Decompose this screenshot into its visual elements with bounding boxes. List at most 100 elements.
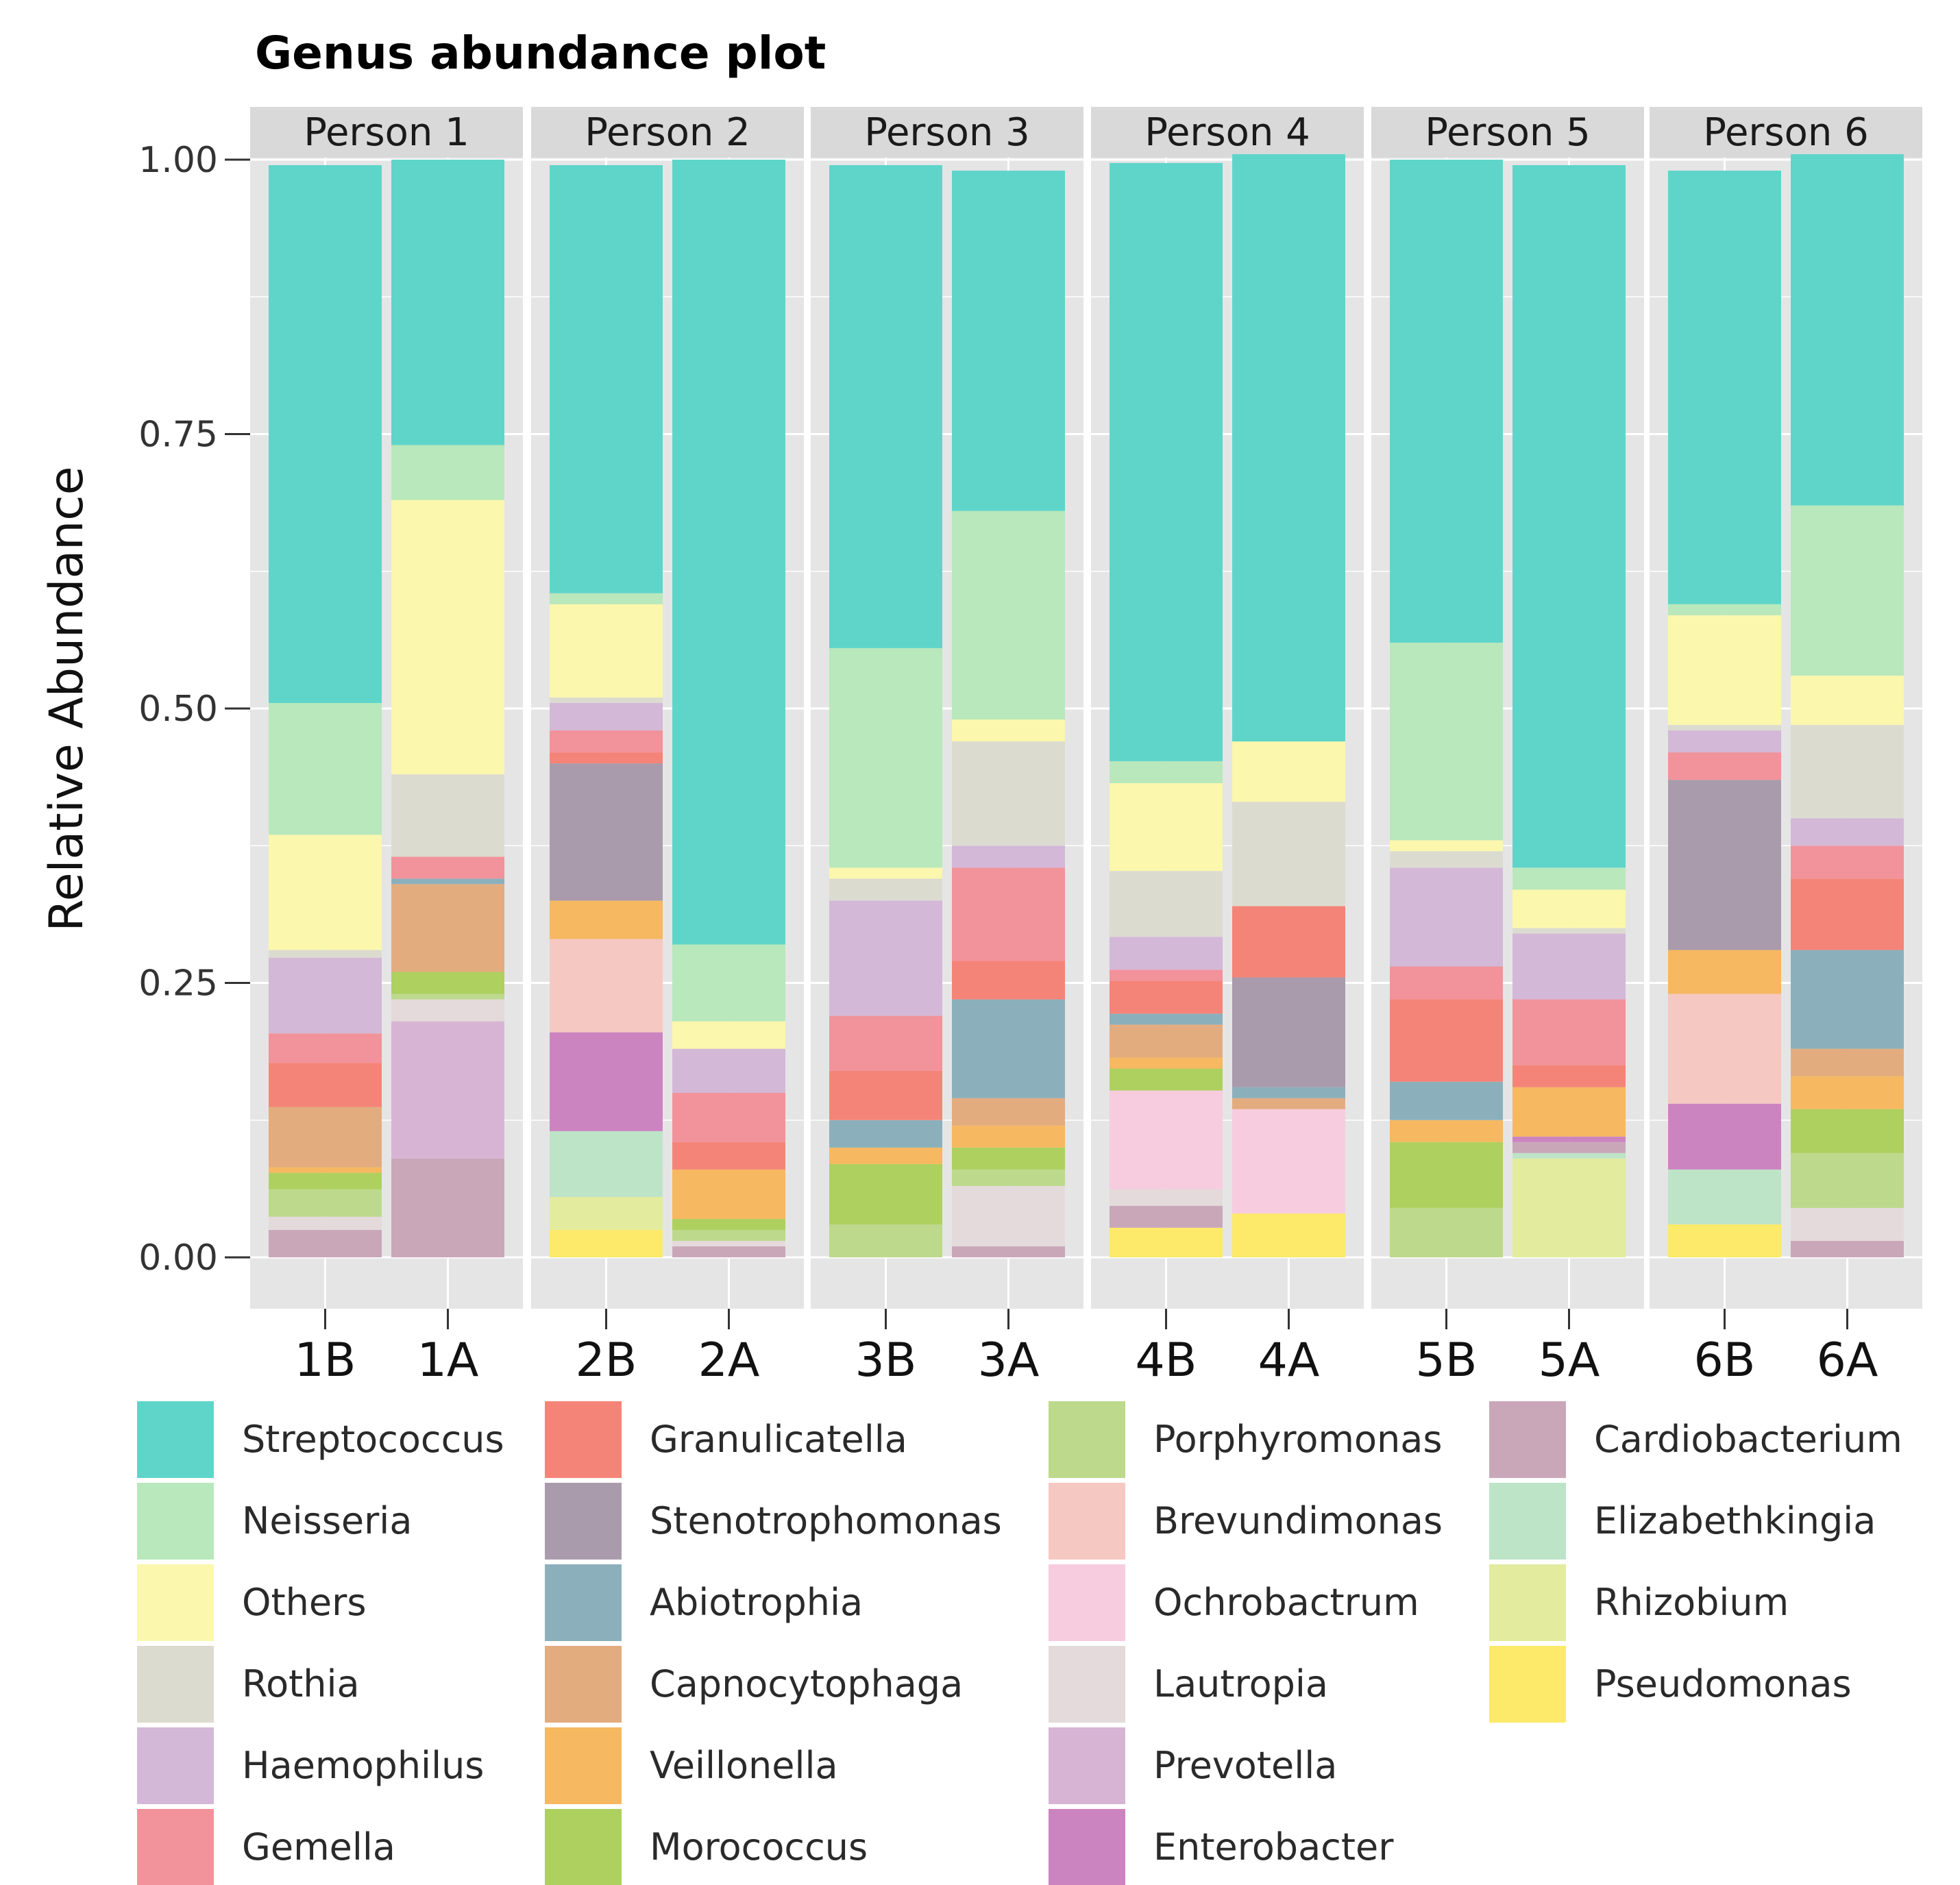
- legend-swatch: [137, 1564, 214, 1641]
- bar-segment-neisseria: [269, 702, 382, 835]
- facet-panel: Person 3 3B 3A: [811, 107, 1083, 1388]
- bar-segment-others: [1390, 840, 1503, 852]
- legend-label: Neisseria: [242, 1499, 412, 1542]
- legend-swatch: [545, 1483, 622, 1560]
- legend-label: Stenotrophomonas: [650, 1499, 1002, 1542]
- legend-label: Enterobacter: [1153, 1825, 1394, 1869]
- bar-segment-neisseria: [550, 593, 663, 604]
- legend-label: Elizabethkingia: [1594, 1499, 1876, 1542]
- legend-item: Brevundimonas: [1049, 1483, 1443, 1560]
- stacked-bar: [829, 165, 942, 1257]
- x-tick-label: 2A: [698, 1333, 760, 1388]
- bar-segment-cardiobacterium: [1791, 1240, 1904, 1257]
- bar-segment-granulicatella: [672, 1142, 785, 1170]
- legend-swatch: [137, 1809, 214, 1885]
- bar-segment-pseudomonas: [550, 1229, 663, 1257]
- x-tick-label: 6B: [1694, 1333, 1756, 1388]
- legend-swatch: [137, 1401, 214, 1478]
- legend-item: Gemella: [137, 1809, 395, 1885]
- bar-segment-granulicatella: [550, 752, 663, 764]
- bar-segment-morococcus: [1390, 1142, 1503, 1208]
- bar-segment-streptococcus: [1232, 153, 1345, 742]
- bar-segment-others: [829, 867, 942, 879]
- legend-item: Stenotrophomonas: [545, 1483, 1002, 1560]
- bar-segment-others: [269, 835, 382, 950]
- stacked-bar: [1791, 153, 1904, 1257]
- legend-item: Streptococcus: [137, 1401, 504, 1478]
- bar-segment-haemophilus: [269, 957, 382, 1034]
- legend-label: Porphyromonas: [1153, 1418, 1442, 1461]
- legend-label: Streptococcus: [242, 1418, 504, 1461]
- y-axis: 0.00 0.25 0.50 0.75 1.00: [138, 140, 250, 1279]
- legend-swatch: [1489, 1483, 1566, 1560]
- facet-strip-label: Person 4: [1144, 110, 1310, 155]
- legend-item: Lautropia: [1049, 1646, 1328, 1723]
- legend-swatch: [1049, 1483, 1125, 1560]
- bar-segment-others: [1110, 783, 1223, 872]
- bar-segment-neisseria: [1110, 761, 1223, 783]
- bar-segment-veillonella: [952, 1125, 1065, 1148]
- legend-label: Capnocytophaga: [650, 1662, 963, 1705]
- stacked-bar: [1232, 153, 1345, 1257]
- bar-segment-cardiobacterium: [672, 1246, 785, 1257]
- bar-segment-morococcus: [829, 1163, 942, 1224]
- legend-item: Rothia: [137, 1646, 360, 1723]
- bar-segment-haemophilus: [829, 900, 942, 1016]
- bar-segment-granulicatella: [1232, 906, 1345, 978]
- bar-segment-lautropia: [1110, 1189, 1223, 1206]
- x-tick-label: 1A: [417, 1333, 479, 1388]
- facet-strip: [1650, 107, 1922, 158]
- bar-segment-streptococcus: [952, 171, 1065, 511]
- legend-item: Cardiobacterium: [1489, 1401, 1902, 1478]
- bar-segment-veillonella: [1512, 1087, 1626, 1137]
- bar-segment-veillonella: [1110, 1057, 1223, 1069]
- legend-swatch: [1049, 1564, 1125, 1641]
- bar-segment-streptococcus: [391, 160, 504, 445]
- bar-segment-stenotrophomonas: [1232, 977, 1345, 1087]
- legend-label: Granulicatella: [650, 1418, 907, 1461]
- bar-segment-rothia: [1232, 802, 1345, 907]
- bar-segment-rothia: [1512, 928, 1626, 934]
- bar-segment-cardiobacterium: [1110, 1205, 1223, 1228]
- facet-strip: [250, 107, 523, 158]
- bar-segment-gemella: [1390, 966, 1503, 1000]
- bar-segment-morococcus: [672, 1218, 785, 1230]
- bar-segment-rothia: [1390, 851, 1503, 868]
- bar-segment-brevundimonas: [1668, 994, 1781, 1104]
- bar-segment-rothia: [391, 774, 504, 857]
- bar-segment-streptococcus: [1512, 165, 1626, 868]
- bar-segment-pseudomonas: [1668, 1224, 1781, 1257]
- bar-segment-porphyromonas: [829, 1224, 942, 1257]
- legend-item: Haemophilus: [137, 1727, 484, 1804]
- bar-segment-streptococcus: [1390, 160, 1503, 643]
- bar-segment-abiotrophia: [1110, 1013, 1223, 1025]
- x-tick-label: 3A: [978, 1333, 1040, 1388]
- bar-segment-enterobacter: [1668, 1103, 1781, 1170]
- bar-segment-haemophilus: [1110, 937, 1223, 970]
- bar-segment-elizabethkingia: [550, 1131, 663, 1197]
- bar-segment-elizabethkingia: [1668, 1169, 1781, 1224]
- legend-item: Granulicatella: [545, 1401, 907, 1478]
- x-tick-label: 4A: [1258, 1333, 1320, 1388]
- bar-segment-veillonella: [1390, 1120, 1503, 1142]
- bar-segment-rhizobium: [1512, 1158, 1626, 1257]
- bar-segment-gemella: [672, 1092, 785, 1142]
- legend-label: Haemophilus: [242, 1744, 484, 1787]
- bar-segment-gemella: [1512, 999, 1626, 1065]
- legend-label: Brevundimonas: [1153, 1499, 1443, 1542]
- bar-segment-ochrobactrum: [1110, 1090, 1223, 1190]
- legend-label: Veillonella: [650, 1744, 838, 1787]
- bar-segment-neisseria: [1390, 642, 1503, 841]
- legend-label: Abiotrophia: [650, 1581, 863, 1624]
- legend-swatch: [1049, 1809, 1125, 1885]
- bar-segment-abiotrophia: [1791, 950, 1904, 1049]
- bar-segment-porphyromonas: [269, 1189, 382, 1217]
- bar-segment-rhizobium: [550, 1196, 663, 1230]
- bar-segment-capnocytophaga: [1110, 1024, 1223, 1058]
- bar-segment-gemella: [269, 1033, 382, 1063]
- bar-segment-pseudomonas: [1232, 1213, 1345, 1257]
- bar-segment-cardiobacterium: [1512, 1142, 1626, 1153]
- bar-segment-ochrobactrum: [1232, 1109, 1345, 1213]
- bar-segment-granulicatella: [1791, 878, 1904, 950]
